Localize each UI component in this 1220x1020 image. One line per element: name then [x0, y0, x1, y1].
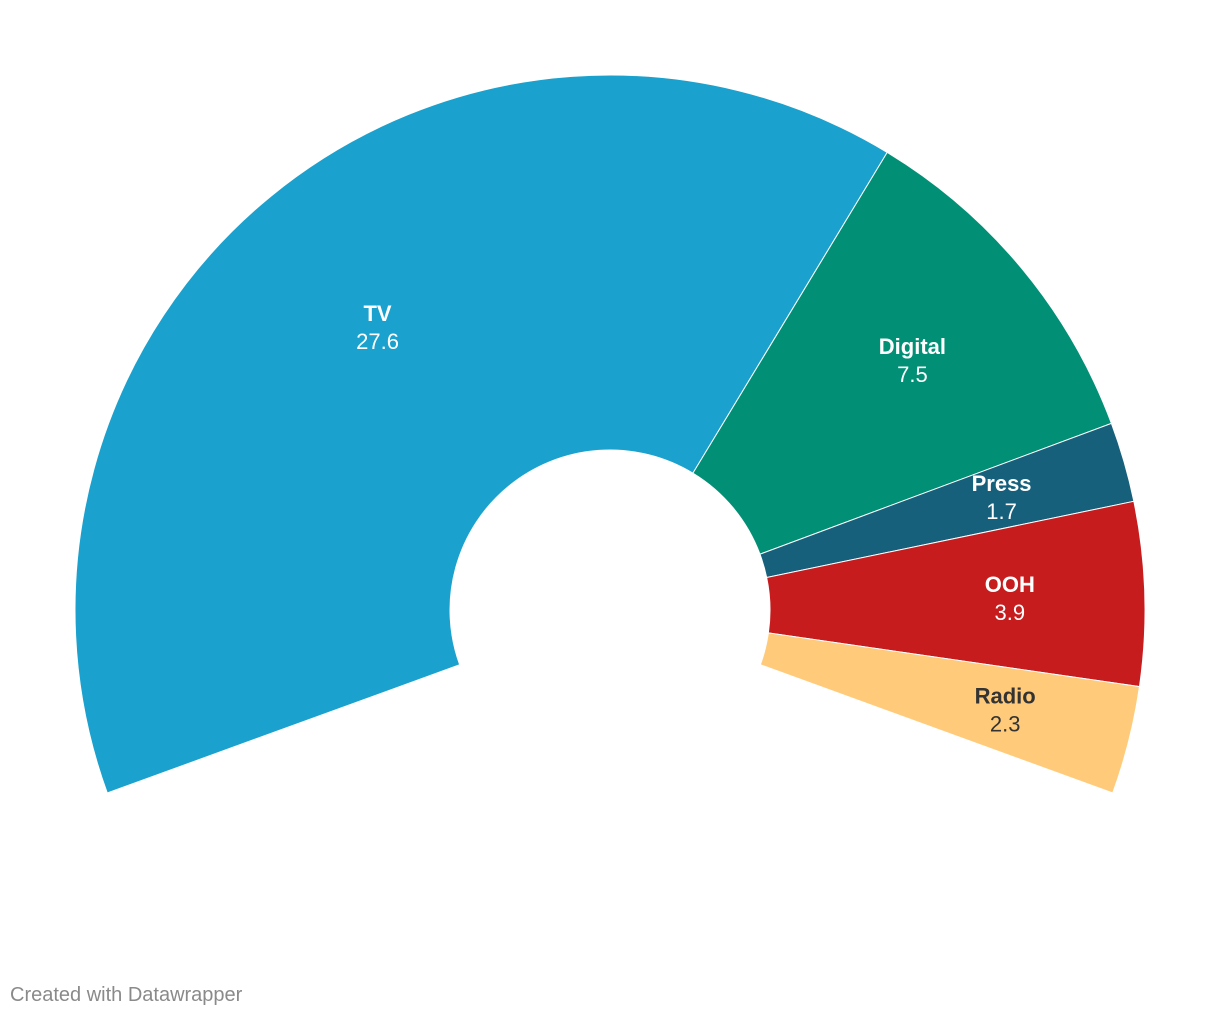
- slice-value-radio: 2.3: [990, 711, 1021, 736]
- slice-label-ooh: OOH: [985, 572, 1035, 597]
- chart-slices: [74, 74, 1146, 794]
- slice-label-digital: Digital: [879, 334, 946, 359]
- slice-tv: [74, 74, 888, 794]
- chart-labels: TV 27.6 Digital 7.5 Press 1.7 OOH 3.9 Radio 2.3: [356, 301, 1036, 736]
- credit-text: Created with Datawrapper: [10, 984, 243, 1006]
- slice-label-press: Press: [972, 471, 1032, 496]
- slice-value-tv: 27.6: [356, 329, 399, 354]
- slice-digital: [692, 151, 1113, 555]
- slice-value-press: 1.7: [986, 499, 1017, 524]
- slice-label-radio: Radio: [975, 683, 1036, 708]
- slice-label-tv: TV: [363, 301, 391, 326]
- slice-radio: [759, 632, 1141, 794]
- slice-value-digital: 7.5: [897, 362, 928, 387]
- slice-value-ooh: 3.9: [995, 600, 1026, 625]
